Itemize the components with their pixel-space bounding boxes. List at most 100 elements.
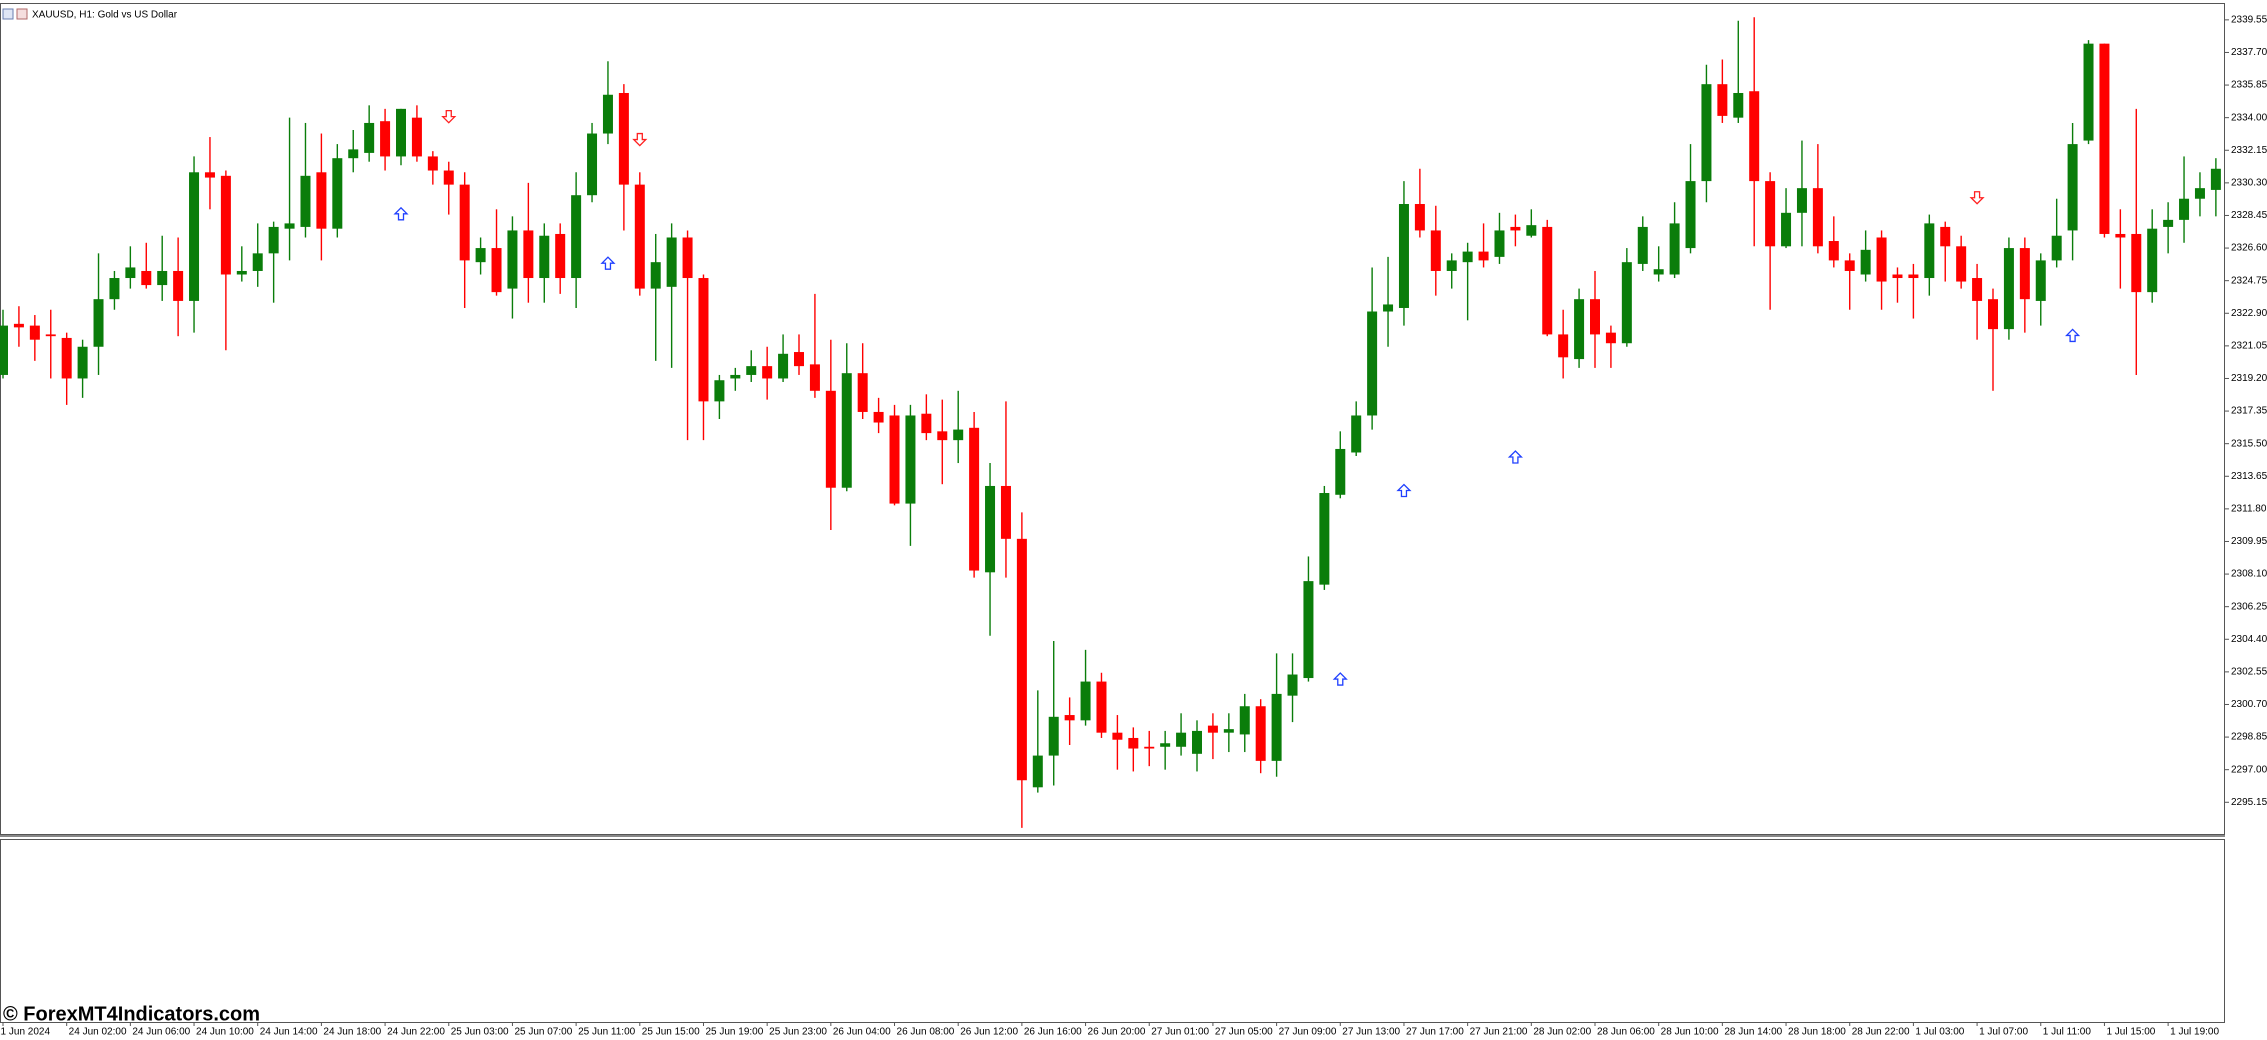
candle-body	[475, 248, 486, 263]
x-tick-label: 25 Jun 03:00	[451, 1027, 509, 1038]
candle-body	[539, 235, 550, 279]
candle-body	[825, 390, 836, 488]
x-tick-label: 27 Jun 13:00	[1342, 1027, 1400, 1038]
x-tick-label: 21 Jun 2024	[0, 1027, 50, 1038]
candle-body	[1526, 225, 1537, 236]
x-tick-label: 25 Jun 19:00	[705, 1027, 763, 1038]
candle-body	[730, 374, 741, 379]
candle-body	[77, 346, 88, 379]
candle-body	[1892, 274, 1903, 279]
title-icons	[2, 8, 28, 20]
candle-body	[1064, 715, 1075, 721]
candle-body	[236, 270, 247, 275]
candle-body	[889, 415, 900, 504]
candle-body	[2003, 248, 2014, 330]
y-tick-label: 2302.55	[2231, 667, 2267, 678]
candle-body	[666, 237, 677, 287]
candle-body	[1096, 681, 1107, 733]
candle-body	[1605, 332, 1616, 344]
candle-body	[921, 413, 932, 434]
candle-body	[587, 133, 598, 196]
x-tick-label: 25 Jun 15:00	[642, 1027, 700, 1038]
candle-body	[1128, 737, 1139, 749]
candle-body	[364, 122, 375, 153]
buy-arrow	[1396, 483, 1412, 498]
candle-body	[427, 156, 438, 171]
y-tick-label: 2330.30	[2231, 178, 2267, 189]
buy-arrow	[2065, 328, 2081, 343]
x-tick-label: 28 Jun 06:00	[1597, 1027, 1655, 1038]
x-tick-label: 24 Jun 18:00	[323, 1027, 381, 1038]
x-tick-label: 24 Jun 10:00	[196, 1027, 254, 1038]
buy-arrow	[1332, 672, 1348, 686]
y-tick-label: 2309.95	[2231, 536, 2267, 547]
candle-body	[650, 262, 661, 289]
x-tick-label: 28 Jun 18:00	[1788, 1027, 1846, 1038]
candle-body	[809, 364, 820, 391]
candle-body	[1717, 84, 1728, 116]
candle-body	[2210, 168, 2221, 190]
candle-body	[1653, 269, 1664, 275]
candle-body	[1637, 226, 1648, 264]
candle-body	[1032, 755, 1043, 788]
candle-body	[841, 373, 852, 488]
candle-body	[1558, 334, 1569, 358]
icon	[2, 8, 14, 20]
sell-arrow	[441, 110, 457, 124]
candle-body	[2179, 198, 2190, 220]
candle-body	[1510, 226, 1521, 231]
candle-body	[1924, 223, 1935, 279]
icon	[16, 8, 28, 20]
candle-body	[380, 121, 391, 157]
main-frame	[0, 3, 2225, 835]
candle-body	[1048, 716, 1059, 756]
candle-body	[189, 172, 200, 301]
candle-body	[109, 278, 120, 300]
x-tick-label: 1 Jul 07:00	[1979, 1027, 2028, 1038]
y-tick-label: 2326.60	[2231, 243, 2267, 254]
candle-body	[905, 415, 916, 504]
candle-body	[411, 117, 422, 157]
y-tick-label: 2297.00	[2231, 764, 2267, 775]
candle-body	[1701, 84, 1712, 182]
candle-body	[1781, 212, 1792, 247]
candle-body	[157, 270, 168, 286]
candle-body	[491, 248, 502, 293]
candle-body	[1494, 230, 1505, 257]
candle-body	[1398, 204, 1409, 308]
x-tick-label: 28 Jun 22:00	[1852, 1027, 1910, 1038]
sub-window-frame	[0, 839, 2225, 1023]
y-tick-label: 2337.70	[2231, 47, 2267, 58]
candle-body	[969, 427, 980, 571]
candle-body	[1414, 204, 1425, 231]
y-tick-label: 2306.25	[2231, 601, 2267, 612]
x-tick-label: 28 Jun 02:00	[1533, 1027, 1591, 1038]
x-tick-label: 25 Jun 23:00	[769, 1027, 827, 1038]
candle-body	[1112, 732, 1123, 740]
candle-body	[1988, 299, 1998, 330]
candle-body	[1192, 730, 1202, 754]
candle-body	[1574, 299, 1585, 360]
x-tick-label: 1 Jul 19:00	[2170, 1027, 2219, 1038]
x-tick-label: 24 Jun 22:00	[387, 1027, 445, 1038]
candle-body	[794, 352, 804, 367]
candle-body	[1176, 732, 1187, 747]
x-tick-label: 27 Jun 09:00	[1279, 1027, 1337, 1038]
candle-body	[459, 184, 470, 261]
candle-body	[300, 175, 311, 227]
candle-body	[507, 230, 518, 289]
x-tick-label: 26 Jun 16:00	[1024, 1027, 1082, 1038]
x-tick-label: 27 Jun 05:00	[1215, 1027, 1273, 1038]
candle-body	[332, 158, 343, 229]
x-tick-label: 28 Jun 14:00	[1724, 1027, 1782, 1038]
candle-body	[1351, 415, 1362, 453]
candle-body	[985, 485, 996, 573]
y-tick-label: 2319.20	[2231, 373, 2267, 384]
candle-body	[220, 175, 231, 275]
candle-body	[1287, 674, 1298, 696]
candle-body	[682, 237, 693, 279]
x-tick-label: 27 Jun 01:00	[1151, 1027, 1209, 1038]
x-tick-label: 24 Jun 14:00	[260, 1027, 318, 1038]
candle-body	[746, 366, 757, 375]
candle-body	[1828, 241, 1839, 261]
